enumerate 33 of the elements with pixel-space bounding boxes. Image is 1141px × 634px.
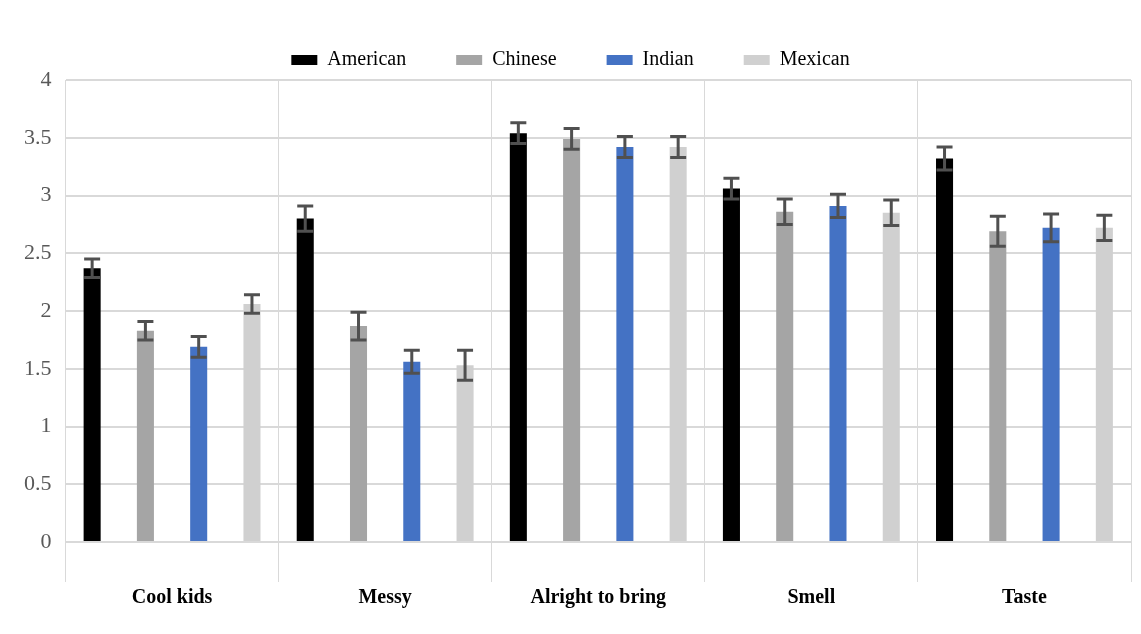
bar (776, 211, 794, 541)
x-tick-label: Smell (787, 585, 836, 608)
bar (349, 326, 368, 541)
bar (403, 361, 421, 541)
y-tick-label: 2.5 (24, 239, 52, 265)
bar (1042, 227, 1060, 541)
y-tick-label: 4 (40, 65, 52, 91)
bar (136, 330, 154, 541)
legend-label: Chinese (492, 47, 557, 70)
x-tick-label: Taste (1002, 585, 1047, 608)
bar (296, 218, 314, 541)
bar (190, 346, 208, 541)
legend-label: Indian (642, 47, 694, 70)
bar (989, 231, 1007, 541)
y-tick-label: 0 (40, 527, 52, 553)
bar (563, 138, 581, 541)
x-tick-label: Cool kids (131, 585, 213, 608)
bar (83, 268, 101, 541)
y-tick-label: 2 (40, 296, 52, 322)
y-tick-label: 3.5 (24, 123, 52, 149)
legend-label: Mexican (779, 47, 850, 70)
bar (722, 188, 740, 541)
x-tick-label: Alright to bring (530, 585, 667, 609)
bar (829, 205, 847, 541)
legend-label: American (327, 47, 407, 70)
y-tick-label: 1.5 (24, 354, 52, 380)
bar (509, 133, 527, 541)
x-tick-label: Messy (358, 585, 412, 609)
bar (936, 158, 954, 541)
y-tick-label: 1 (40, 412, 52, 438)
bar (616, 146, 634, 541)
y-tick-label: 0.5 (24, 470, 52, 496)
y-tick-label: 3 (40, 181, 52, 207)
